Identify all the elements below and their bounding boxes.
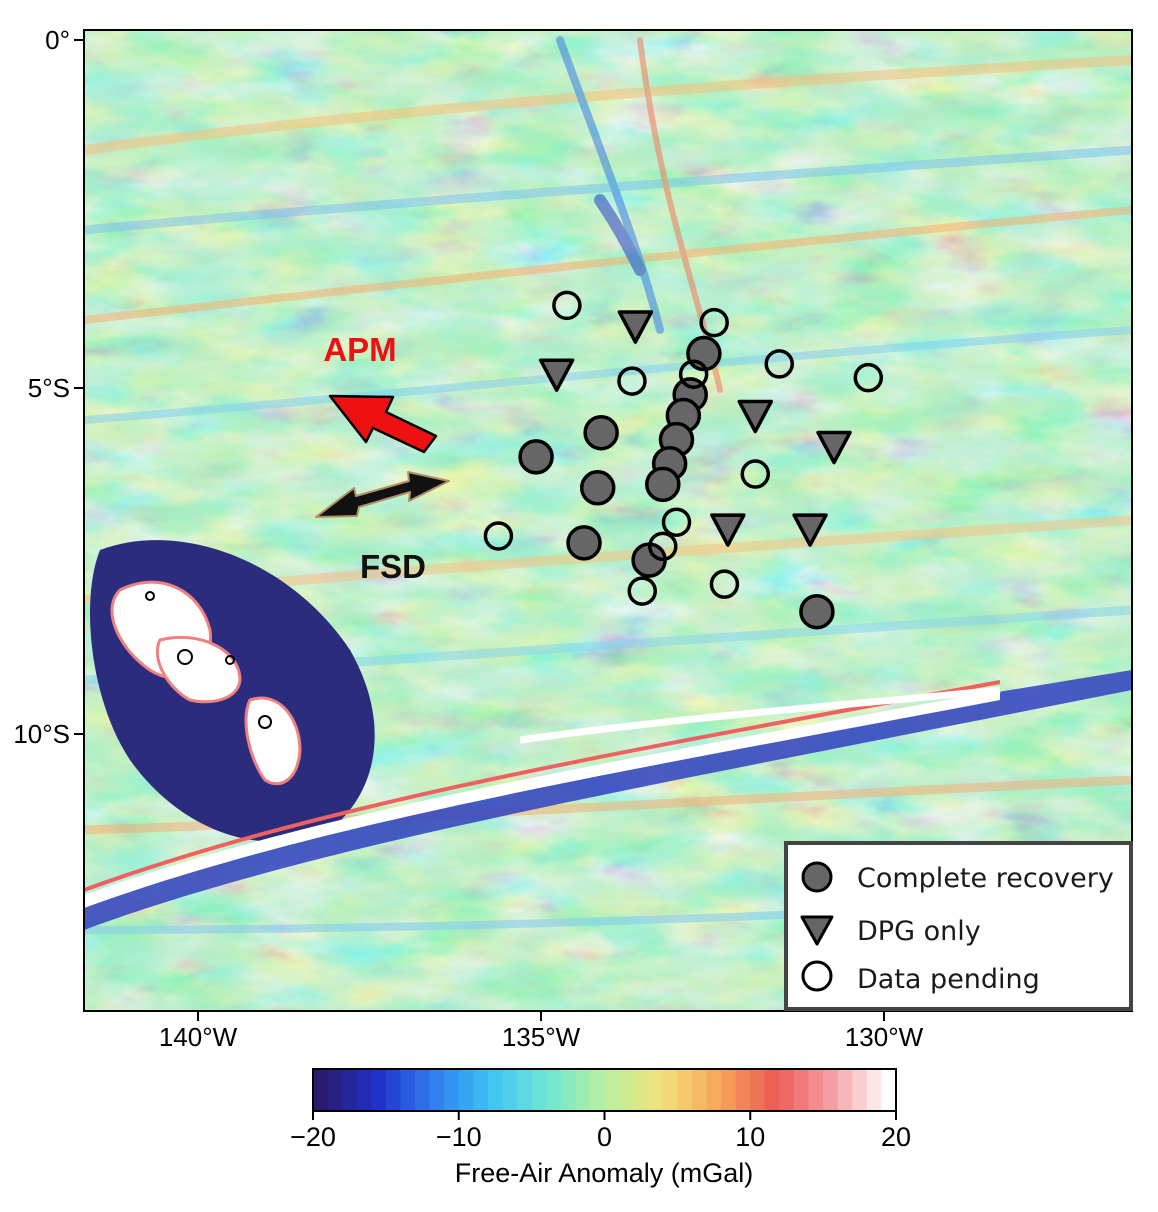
colorbar-swatches <box>313 1069 897 1111</box>
data-pending-icon <box>803 962 831 990</box>
colorbar-swatch-17 <box>561 1069 576 1111</box>
colorbar-swatch-31 <box>765 1069 780 1111</box>
colorbar-swatch-15 <box>532 1069 547 1111</box>
colorbar-swatch-33 <box>794 1069 809 1111</box>
legend: Complete recovery DPG only Data pending <box>786 843 1131 1009</box>
colorbar-swatch-26 <box>692 1069 707 1111</box>
colorbar-swatch-3 <box>357 1069 372 1111</box>
colorbar-swatch-5 <box>386 1069 401 1111</box>
colorbar-swatch-16 <box>546 1069 561 1111</box>
colorbar-tick-label-0: −20 <box>290 1122 336 1152</box>
colorbar-swatch-24 <box>663 1069 678 1111</box>
colorbar-swatch-2 <box>342 1069 357 1111</box>
complete-recovery-station-9 <box>568 527 600 559</box>
colorbar-swatch-32 <box>779 1069 794 1111</box>
colorbar-tick-label-3: 10 <box>735 1122 765 1152</box>
colorbar: −20 −10 0 10 20 Free-Air Anomaly (mGal) <box>290 1069 911 1188</box>
complete-recovery-icon <box>803 863 831 891</box>
lon-label-135w: 135°W <box>502 1022 581 1052</box>
colorbar-swatch-36 <box>838 1069 853 1111</box>
colorbar-swatch-23 <box>648 1069 663 1111</box>
lon-label-140w: 140°W <box>159 1022 238 1052</box>
colorbar-swatch-27 <box>707 1069 722 1111</box>
colorbar-swatch-38 <box>867 1069 882 1111</box>
colorbar-swatch-25 <box>677 1069 692 1111</box>
colorbar-swatch-1 <box>328 1069 343 1111</box>
legend-data-pending: Data pending <box>857 964 1040 995</box>
apm-label: APM <box>323 331 396 368</box>
colorbar-title: Free-Air Anomaly (mGal) <box>455 1158 754 1188</box>
colorbar-tick-label-2: 0 <box>597 1122 612 1152</box>
colorbar-swatch-21 <box>619 1069 634 1111</box>
lat-label-0: 0° <box>45 25 70 55</box>
colorbar-swatch-13 <box>502 1069 517 1111</box>
colorbar-tick-label-4: 20 <box>881 1122 911 1152</box>
fsd-label: FSD <box>360 548 426 585</box>
complete-recovery-station-8 <box>582 472 614 504</box>
colorbar-swatch-34 <box>809 1069 824 1111</box>
complete-recovery-station-11 <box>801 596 833 628</box>
colorbar-swatch-30 <box>750 1069 765 1111</box>
lat-label-10s: 10°S <box>13 719 70 749</box>
complete-recovery-station-7 <box>585 417 617 449</box>
colorbar-ticks: −20 −10 0 10 20 <box>290 1111 911 1152</box>
colorbar-swatch-11 <box>473 1069 488 1111</box>
lat-label-5s: 5°S <box>28 373 70 403</box>
colorbar-swatch-8 <box>430 1069 445 1111</box>
colorbar-swatch-20 <box>605 1069 620 1111</box>
colorbar-swatch-22 <box>634 1069 649 1111</box>
colorbar-swatch-10 <box>459 1069 474 1111</box>
colorbar-swatch-35 <box>823 1069 838 1111</box>
colorbar-swatch-28 <box>721 1069 736 1111</box>
colorbar-tick-label-1: −10 <box>436 1122 482 1152</box>
complete-recovery-station-10 <box>520 441 552 473</box>
colorbar-swatch-19 <box>590 1069 605 1111</box>
colorbar-swatch-37 <box>852 1069 867 1111</box>
colorbar-swatch-39 <box>881 1069 896 1111</box>
legend-dpg-only: DPG only <box>857 916 981 947</box>
colorbar-swatch-12 <box>488 1069 503 1111</box>
colorbar-swatch-7 <box>415 1069 430 1111</box>
colorbar-swatch-18 <box>575 1069 590 1111</box>
colorbar-swatch-9 <box>444 1069 459 1111</box>
lon-label-130w: 130°W <box>845 1022 924 1052</box>
colorbar-swatch-14 <box>517 1069 532 1111</box>
colorbar-swatch-4 <box>371 1069 386 1111</box>
legend-complete-recovery: Complete recovery <box>857 863 1114 894</box>
complete-recovery-station-5 <box>647 468 679 500</box>
colorbar-swatch-6 <box>400 1069 415 1111</box>
colorbar-swatch-29 <box>736 1069 751 1111</box>
colorbar-swatch-0 <box>313 1069 328 1111</box>
